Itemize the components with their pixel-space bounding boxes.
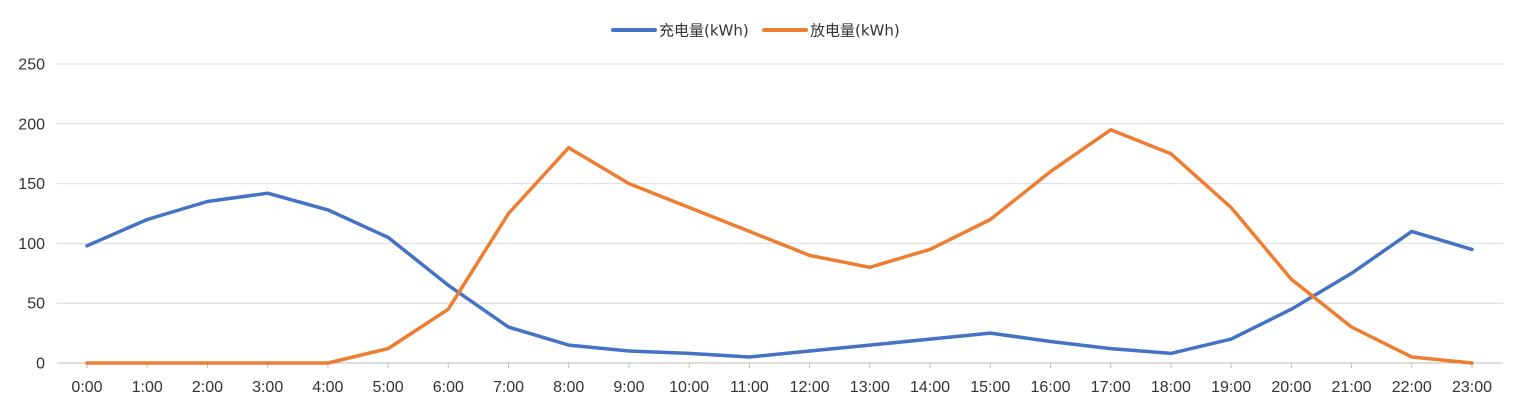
legend-item-1[interactable]: 放电量(kWh) [762, 22, 900, 40]
y-tick-label: 0 [36, 356, 45, 373]
x-tick-label: 20:00 [1271, 379, 1311, 396]
legend[interactable]: 充电量(kWh) 放电量(kWh) [611, 22, 900, 40]
x-tick-label: 14:00 [910, 379, 950, 396]
x-tick-label: 6:00 [433, 379, 464, 396]
x-tick-label: 18:00 [1151, 379, 1191, 396]
series-layer [85, 128, 1474, 365]
grid-layer [57, 63, 1503, 304]
axis-layer: 0 50 100 150 200 250 0:00 1:00 2:00 3:00 4:00 5:00 6… [18, 57, 1503, 396]
x-tick-label: 1:00 [132, 379, 163, 396]
x-tick-label: 0:00 [71, 379, 102, 396]
x-tick-label: 3:00 [252, 379, 283, 396]
x-tick-label: 4:00 [312, 379, 343, 396]
x-tick-label: 23:00 [1452, 379, 1492, 396]
y-tick-label: 200 [18, 116, 45, 133]
y-tick-label: 100 [18, 236, 45, 253]
x-tick-label: 16:00 [1030, 379, 1070, 396]
x-tick-label: 17:00 [1091, 379, 1131, 396]
x-tick-label: 15:00 [970, 379, 1010, 396]
x-tick-label: 8:00 [553, 379, 584, 396]
x-tick-label: 13:00 [850, 379, 890, 396]
legend-item-0[interactable]: 充电量(kWh) [611, 22, 749, 40]
x-tick-label: 10:00 [669, 379, 709, 396]
x-tick-label: 5:00 [373, 379, 404, 396]
legend-label: 充电量(kWh) [659, 22, 749, 40]
x-tick-label: 2:00 [192, 379, 223, 396]
x-tick-label: 21:00 [1332, 379, 1372, 396]
x-tick-label: 22:00 [1392, 379, 1432, 396]
y-tick-label: 50 [27, 296, 45, 313]
legend-label: 放电量(kWh) [810, 22, 900, 40]
series-line-0[interactable] [85, 191, 1474, 359]
x-tick-label: 12:00 [790, 379, 830, 396]
x-tick-label: 11:00 [730, 379, 769, 396]
y-tick-label: 250 [18, 57, 45, 74]
series-line-1[interactable] [85, 128, 1474, 365]
x-tick-label: 9:00 [613, 379, 644, 396]
x-tick-label: 19:00 [1211, 379, 1251, 396]
x-tick-label: 7:00 [493, 379, 524, 396]
y-tick-label: 150 [18, 176, 45, 193]
